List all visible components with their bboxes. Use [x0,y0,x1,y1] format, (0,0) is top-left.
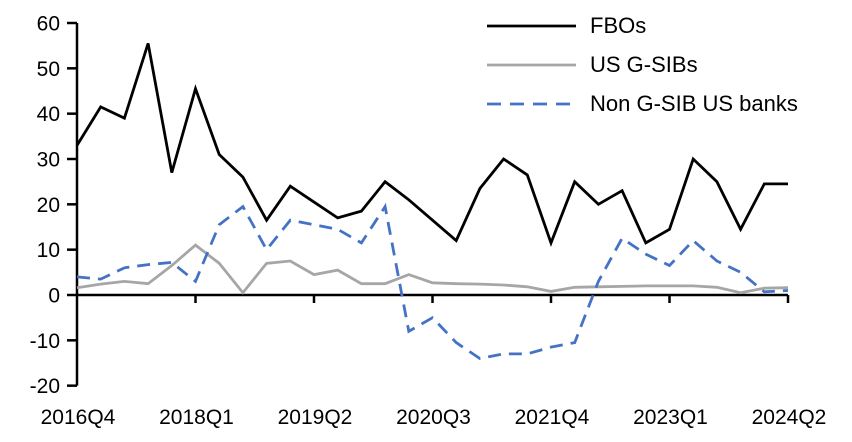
x-tick-label: 2016Q4 [41,406,116,429]
series-line-non-g-sib-us-banks [76,202,789,360]
legend-item-non-gsib-us-banks: Non G-SIB US banks [486,84,798,123]
x-tick-label: 2020Q3 [396,406,471,429]
legend-line-sample-dashed-blue-icon [487,102,576,105]
series-line-fbos [75,42,788,247]
legend-line-sample-solid-black-icon [487,24,576,27]
chart-axes: 60 50 40 30 20 10 0 -10 -20 2016Q4 2018Q1 2019Q2 202… [30,13,827,430]
y-tick-label: 20 [37,194,60,217]
x-tick-label: 2023Q1 [633,406,708,429]
x-tick-label: 2021Q4 [515,406,590,429]
y-tick-label: 0 [48,285,60,308]
y-tick-label: 50 [37,58,60,81]
y-tick-label: 10 [37,239,60,262]
y-tick-label: -20 [30,375,60,398]
series-line-us-g-sibs [76,243,789,295]
y-tick-label: -10 [30,330,60,353]
chart-plot-area [75,42,789,360]
legend-label: US G-SIBs [590,51,698,77]
legend-label: Non G-SIB US banks [590,90,798,116]
x-tick-label: 2024Q2 [752,406,827,429]
x-tick-label: 2018Q1 [159,406,234,429]
y-tick-label: 60 [37,13,60,36]
legend-item-fbos: FBOs [486,6,798,45]
legend-line-sample-solid-gray-icon [487,63,576,66]
chart-legend: FBOs US G-SIBs Non G-SIB US banks [486,6,798,123]
y-tick-label: 40 [37,103,60,126]
legend-label: FBOs [590,12,647,38]
y-tick-label: 30 [37,149,60,172]
x-tick-label: 2019Q2 [278,406,353,429]
legend-item-us-gsibs: US G-SIBs [486,45,798,84]
